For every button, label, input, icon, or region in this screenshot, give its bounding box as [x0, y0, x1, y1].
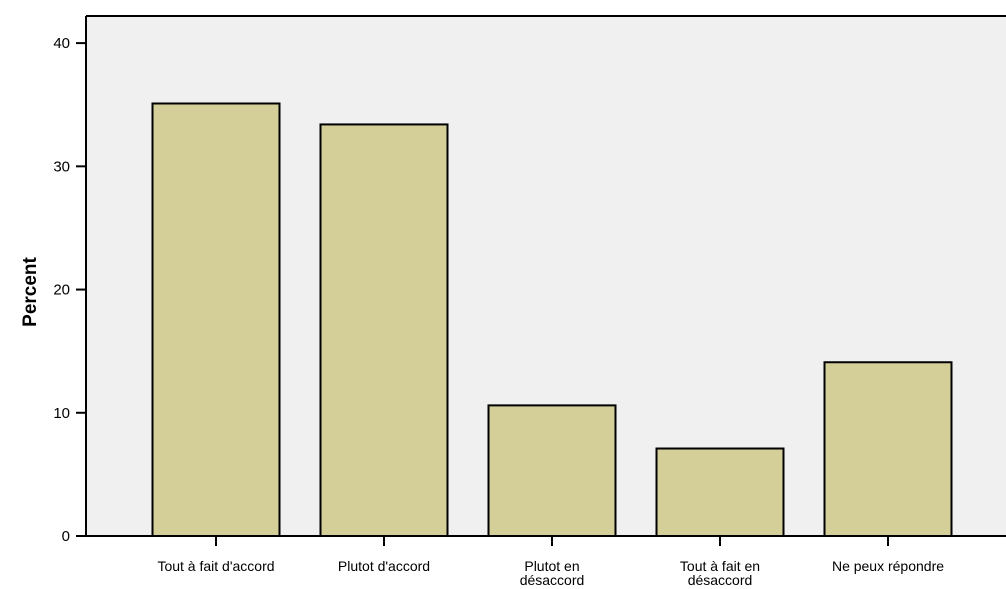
x-tick-label-2: Plutot en désaccord — [520, 558, 585, 588]
bar-2 — [487, 404, 617, 537]
bar-4 — [823, 361, 953, 537]
y-axis: 0 10 20 30 40 — [53, 15, 1006, 545]
x-axis: Tout à fait d'accord Plutot d'accord Pluto… — [86, 535, 1006, 588]
y-axis-label: Percent — [20, 256, 41, 326]
y-tick-label-1: 10 — [53, 405, 70, 422]
x-tick-label-3: Tout à fait en désaccord — [680, 558, 760, 588]
bar-3 — [655, 447, 785, 537]
x-tick-label-4: Ne peux répondre — [832, 558, 944, 574]
bars-group — [151, 102, 953, 538]
x-tick-label-0: Tout à fait d'accord — [157, 558, 274, 574]
y-tick-label-4: 40 — [53, 35, 70, 52]
y-tick-label-2: 20 — [53, 282, 70, 299]
bar-0 — [151, 102, 281, 537]
y-tick-label-3: 30 — [53, 158, 70, 175]
bar-1 — [319, 123, 449, 538]
y-tick-label-0: 0 — [62, 528, 70, 545]
x-tick-label-1: Plutot d'accord — [338, 558, 430, 574]
